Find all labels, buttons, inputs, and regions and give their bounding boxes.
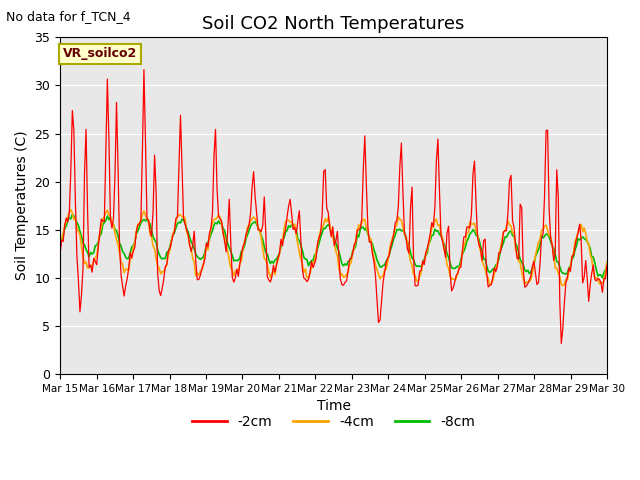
-4cm <box>67 207 75 213</box>
-2cm <box>576 221 584 227</box>
-8cm <box>248 221 256 227</box>
-8cm <box>239 247 247 253</box>
Line: -2cm: -2cm <box>60 70 607 344</box>
-2cm <box>297 237 305 242</box>
-4cm <box>221 235 228 241</box>
-8cm <box>56 239 64 244</box>
-4cm <box>559 283 566 288</box>
-8cm <box>598 275 606 281</box>
Line: -8cm: -8cm <box>60 215 607 278</box>
-2cm <box>221 239 228 245</box>
-2cm <box>124 276 131 282</box>
-2cm <box>557 341 565 347</box>
Legend: -2cm, -4cm, -8cm: -2cm, -4cm, -8cm <box>186 409 481 434</box>
-2cm <box>248 184 256 190</box>
-4cm <box>239 246 247 252</box>
-2cm <box>603 263 611 268</box>
-8cm <box>125 255 132 261</box>
X-axis label: Time: Time <box>317 399 351 413</box>
Y-axis label: Soil Temperatures (C): Soil Temperatures (C) <box>15 131 29 280</box>
Text: VR_soilco2: VR_soilco2 <box>63 48 137 60</box>
-8cm <box>574 236 582 241</box>
-8cm <box>297 242 305 248</box>
-4cm <box>248 216 256 221</box>
Title: Soil CO2 North Temperatures: Soil CO2 North Temperatures <box>202 15 465 33</box>
-4cm <box>603 259 611 264</box>
-8cm <box>603 264 611 269</box>
-4cm <box>576 224 584 230</box>
-4cm <box>125 268 132 274</box>
-2cm <box>239 244 247 250</box>
-2cm <box>56 251 64 256</box>
-8cm <box>68 212 76 217</box>
-4cm <box>297 256 305 262</box>
-4cm <box>56 243 64 249</box>
-8cm <box>221 228 228 234</box>
Line: -4cm: -4cm <box>60 210 607 286</box>
-2cm <box>140 67 148 72</box>
Text: No data for f_TCN_4: No data for f_TCN_4 <box>6 10 131 23</box>
